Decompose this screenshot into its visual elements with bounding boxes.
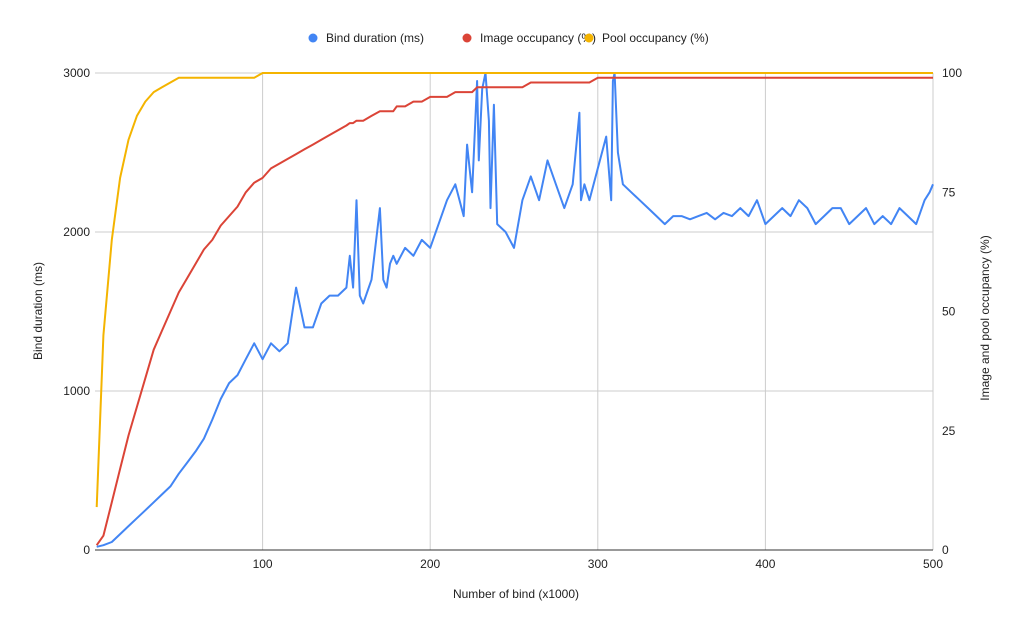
y2-tick-label: 100	[942, 66, 962, 80]
legend-label: Image occupancy (%)	[480, 31, 596, 45]
legend-swatch	[462, 33, 472, 43]
legend-swatch	[584, 33, 594, 43]
y2-axis-title: Image and pool occupancy (%)	[978, 235, 992, 400]
series-line-3	[95, 72, 933, 508]
legend-label: Bind duration (ms)	[326, 31, 424, 45]
series-line-2	[95, 76, 933, 546]
y-axis-title: Bind duration (ms)	[31, 262, 45, 360]
legend-item: Bind duration (ms)	[308, 31, 424, 45]
x-tick-label: 200	[420, 557, 440, 571]
legend-swatch	[308, 33, 318, 43]
y-tick-label: 1000	[63, 384, 90, 398]
y-tick-label: 3000	[63, 66, 90, 80]
legend-item: Pool occupancy (%)	[584, 31, 709, 45]
legend-item: Image occupancy (%)	[462, 31, 596, 45]
x-tick-label: 500	[923, 557, 943, 571]
series-lines	[95, 72, 934, 548]
y2-tick-label: 75	[942, 185, 956, 199]
legend-label: Pool occupancy (%)	[602, 31, 709, 45]
x-tick-label: 400	[755, 557, 775, 571]
x-tick-label: 100	[253, 557, 273, 571]
grid-lines	[95, 72, 934, 550]
y-tick-label: 0	[83, 543, 90, 557]
y-tick-label: 2000	[63, 225, 90, 239]
x-axis-title: Number of bind (x1000)	[453, 587, 579, 601]
y2-tick-label: 50	[942, 305, 956, 319]
y2-tick-label: 25	[942, 424, 956, 438]
legend: Bind duration (ms) Image occupancy (%) Poo…	[308, 31, 709, 45]
axes: 0 1000 2000 3000 0 25 50 75 100 100 200 300 400 500	[63, 66, 962, 571]
x-tick-label: 300	[588, 557, 608, 571]
series-line-1	[96, 72, 934, 548]
y2-tick-label: 0	[942, 543, 949, 557]
